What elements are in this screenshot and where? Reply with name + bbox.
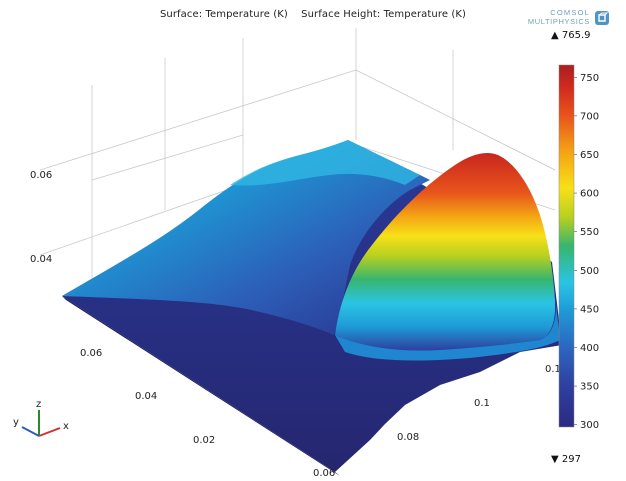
- colorbar-tick-1: 350: [580, 382, 599, 393]
- plateau-surface: [62, 140, 430, 335]
- y-tick-1: 0.06: [80, 348, 102, 359]
- hot-dome: [335, 153, 556, 351]
- x-tick-4: 0.1: [545, 364, 561, 375]
- axis-ticks: 0.06 0.04 0.06 0.04 0.02 0.06 0.08 0.1 0…: [30, 170, 561, 479]
- plateau-top: [230, 140, 420, 186]
- title-surface-height: Surface Height: Temperature (K): [301, 9, 467, 20]
- colorbar-tick-9: 750: [580, 73, 599, 84]
- triad-y-label: y: [13, 417, 19, 428]
- colorbar: 300 350 400 450 500 550 600 650 700 750: [558, 64, 599, 431]
- colorbar-tick-3: 450: [580, 304, 599, 315]
- comsol-cube-icon: [595, 11, 609, 25]
- logo-line2: MULTIPHYSICS: [527, 17, 590, 26]
- colorbar-tick-2: 400: [580, 343, 599, 354]
- comsol-logo: COMSOL MULTIPHYSICS: [518, 8, 614, 30]
- title-surface: Surface: Temperature (K): [159, 9, 288, 20]
- triad-z-label: z: [36, 399, 41, 410]
- z-tick-2: 0.04: [30, 254, 52, 265]
- colorbar-min-label: ▼ 297: [551, 454, 581, 465]
- y-tick-3: 0.02: [193, 435, 215, 446]
- axis-triad: z x y: [13, 399, 69, 437]
- colorbar-tick-5: 550: [580, 227, 599, 238]
- colorbar-tick-7: 650: [580, 150, 599, 161]
- colorbar-max-label: ▲ 765.9: [551, 30, 591, 41]
- x-tick-1: 0.06: [313, 468, 335, 479]
- colorbar-ticks: 300 350 400 450 500 550 600 650 700 750: [574, 73, 599, 431]
- plot-title: Surface: Temperature (K) Surface Height:…: [0, 9, 626, 20]
- x-tick-2: 0.08: [397, 432, 419, 443]
- triad-x-label: x: [63, 421, 69, 432]
- logo-line1: COMSOL: [550, 8, 590, 17]
- colorbar-tick-0: 300: [580, 420, 599, 431]
- y-tick-2: 0.04: [135, 391, 157, 402]
- colorbar-tick-6: 600: [580, 189, 599, 200]
- colorbar-tick-8: 700: [580, 111, 599, 122]
- colorbar-tick-4: 500: [580, 266, 599, 277]
- z-tick-1: 0.06: [30, 170, 52, 181]
- x-tick-3: 0.1: [474, 398, 490, 409]
- colorbar-gradient: [558, 64, 575, 428]
- dome-skirt: [335, 305, 560, 361]
- base-front-edge: [62, 296, 340, 476]
